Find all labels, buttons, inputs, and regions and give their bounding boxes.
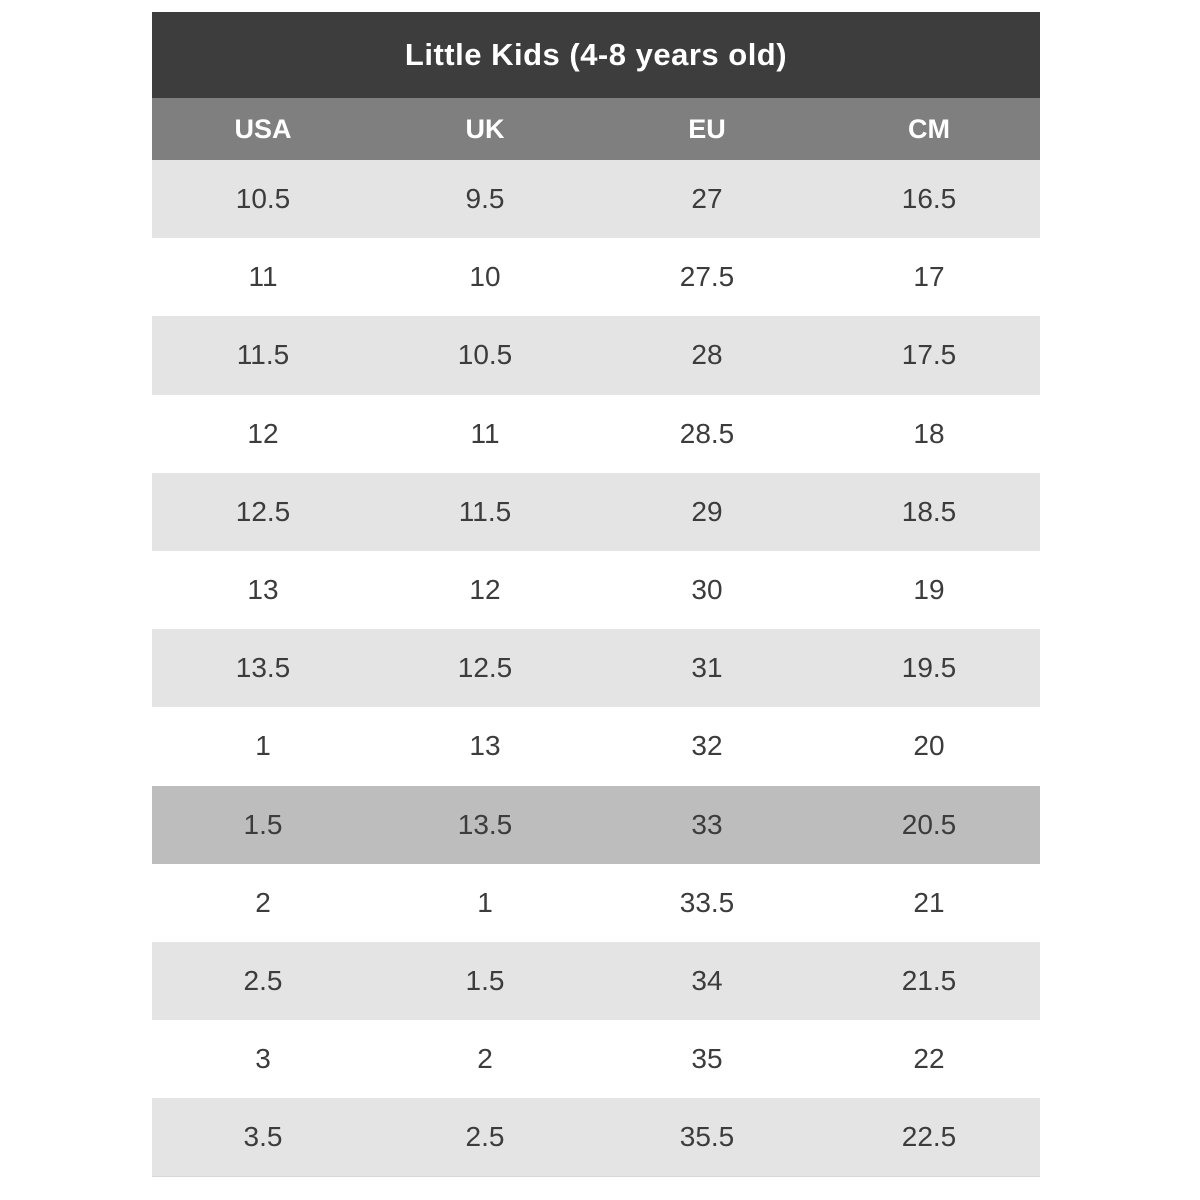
cell-eu: 30 [691, 574, 723, 606]
table-row: 11.5 10.5 28 17.5 [152, 316, 1040, 395]
cell-usa: 11 [248, 261, 278, 293]
table-row: 10.5 9.5 27 16.5 [152, 160, 1040, 239]
cell-uk: 13 [469, 730, 501, 762]
size-conversion-table: Little Kids (4-8 years old) USA UK EU CM… [152, 12, 1040, 1178]
column-header-eu: EU [688, 113, 726, 144]
cell-cm: 18 [913, 417, 945, 449]
cell-usa: 1 [255, 730, 271, 762]
cell-cm: 17 [913, 261, 945, 293]
cell-eu: 35 [691, 1043, 723, 1075]
cell-uk: 10 [469, 261, 501, 293]
cell-usa: 2.5 [243, 964, 283, 996]
cell-uk: 12 [469, 574, 501, 606]
cell-eu: 33 [691, 808, 723, 840]
cell-uk: 11.5 [458, 495, 512, 527]
cell-eu: 27.5 [679, 261, 735, 293]
cell-cm: 21 [913, 886, 945, 918]
cell-uk: 1.5 [465, 964, 505, 996]
cell-usa: 11.5 [236, 339, 290, 371]
table-header-row: USA UK EU CM [152, 98, 1040, 160]
cell-cm: 20.5 [901, 808, 957, 840]
cell-uk: 11 [470, 417, 500, 449]
table-row: 2.5 1.5 34 21.5 [152, 941, 1040, 1021]
cell-usa: 10.5 [235, 183, 291, 215]
cell-uk: 1 [477, 886, 493, 918]
cell-cm: 18.5 [901, 495, 957, 527]
table-row: 2 1 33.5 21 [152, 863, 1040, 942]
table-row: 1 13 32 20 [152, 707, 1040, 786]
cell-eu: 28 [691, 339, 723, 371]
cell-usa: 12.5 [235, 495, 291, 527]
table-row: 13 12 30 19 [152, 550, 1040, 630]
cell-uk: 9.5 [465, 183, 505, 215]
cell-eu: 34 [691, 964, 723, 996]
cell-usa: 1.5 [243, 808, 283, 840]
cell-cm: 19.5 [901, 652, 957, 684]
cell-eu: 31 [691, 652, 723, 684]
cell-cm: 22.5 [901, 1121, 957, 1153]
cell-usa: 2 [255, 886, 271, 918]
column-header-usa: USA [234, 113, 292, 144]
table-row: 1.5 13.5 33 20.5 [152, 785, 1040, 864]
cell-cm: 16.5 [901, 183, 957, 215]
cell-eu: 27 [691, 183, 723, 215]
cell-eu: 33.5 [679, 886, 735, 918]
cell-cm: 17.5 [901, 339, 957, 371]
cell-eu: 29 [691, 495, 723, 527]
cell-cm: 19 [913, 574, 945, 606]
table-row: 12.5 11.5 29 18.5 [152, 472, 1040, 551]
cell-uk: 12.5 [457, 652, 513, 684]
table-row: 12 11 28.5 18 [152, 394, 1040, 473]
cell-eu: 32 [691, 730, 723, 762]
cell-uk: 13.5 [457, 808, 513, 840]
cell-uk: 2.5 [465, 1121, 505, 1153]
column-header-uk: UK [465, 113, 505, 144]
cell-usa: 12 [247, 417, 279, 449]
table-row: 13.5 12.5 31 19.5 [152, 629, 1040, 708]
table-body: 10.5 9.5 27 16.5 11 10 27.5 17 11.5 10.5… [152, 160, 1040, 1178]
table-title: Little Kids (4-8 years old) [152, 12, 1040, 98]
cell-cm: 21.5 [901, 964, 957, 996]
cell-eu: 28.5 [679, 417, 735, 449]
cell-usa: 13.5 [235, 652, 291, 684]
cell-usa: 3.5 [243, 1121, 283, 1153]
cell-uk: 2 [477, 1043, 493, 1075]
cell-usa: 13 [247, 574, 279, 606]
cell-usa: 3 [255, 1043, 271, 1075]
cell-eu: 35.5 [679, 1121, 735, 1153]
cell-cm: 22 [913, 1043, 945, 1075]
column-header-cm: CM [908, 113, 950, 144]
table-row: 11 10 27.5 17 [152, 238, 1040, 317]
cell-uk: 10.5 [457, 339, 513, 371]
table-row: 3 2 35 22 [152, 1020, 1040, 1099]
table-row: 3.5 2.5 35.5 22.5 [152, 1098, 1040, 1177]
cell-cm: 20 [913, 730, 945, 762]
